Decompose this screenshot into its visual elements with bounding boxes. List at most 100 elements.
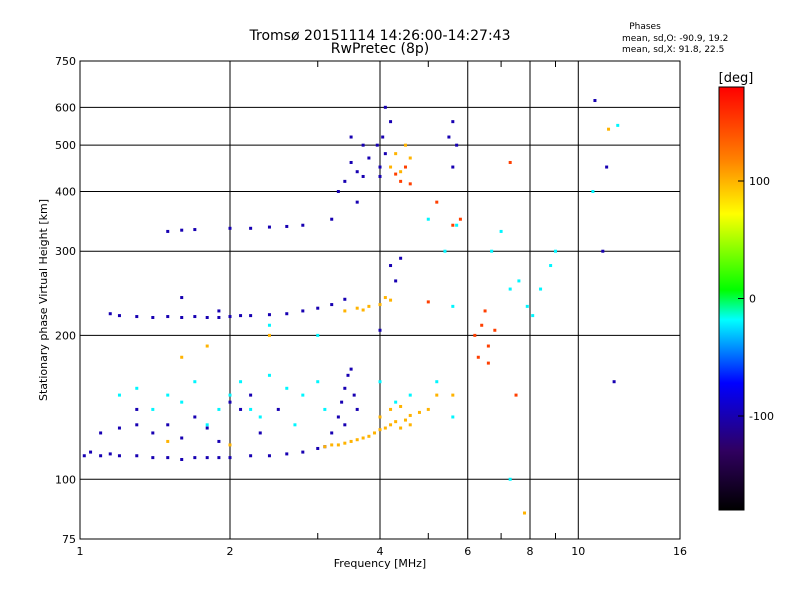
data-point bbox=[399, 179, 403, 183]
data-point bbox=[443, 249, 447, 253]
data-point bbox=[403, 418, 407, 422]
data-point bbox=[135, 454, 139, 458]
data-point bbox=[493, 328, 497, 332]
data-point bbox=[593, 99, 597, 103]
data-point bbox=[490, 249, 494, 253]
data-point bbox=[549, 264, 553, 268]
data-point bbox=[151, 456, 155, 460]
chart-title: Tromsø 20151114 14:26:00-14:27:43 bbox=[249, 28, 511, 44]
data-point bbox=[451, 165, 455, 169]
data-points bbox=[82, 99, 620, 515]
colorbar-ticks: 100 0 -100 bbox=[738, 175, 774, 423]
data-point bbox=[408, 393, 412, 397]
data-point bbox=[301, 309, 305, 313]
y-tick-label: 400 bbox=[55, 185, 76, 198]
colorbar-tick-label: -100 bbox=[749, 410, 774, 423]
data-point bbox=[378, 428, 382, 432]
x-tick-label: 10 bbox=[571, 545, 585, 558]
data-point bbox=[249, 314, 253, 318]
data-point bbox=[166, 229, 170, 233]
data-point bbox=[267, 333, 271, 337]
data-point bbox=[228, 456, 232, 460]
data-point bbox=[539, 287, 543, 291]
data-point bbox=[355, 407, 359, 411]
data-point bbox=[499, 229, 503, 233]
x-tick-label: 8 bbox=[527, 545, 534, 558]
x-tick-label: 16 bbox=[673, 545, 687, 558]
data-point bbox=[180, 296, 184, 300]
data-point bbox=[508, 287, 512, 291]
data-point bbox=[205, 426, 209, 430]
data-point bbox=[553, 249, 557, 253]
data-point bbox=[151, 407, 155, 411]
data-point bbox=[99, 454, 103, 458]
data-point bbox=[135, 386, 139, 390]
data-point bbox=[166, 439, 170, 443]
data-point bbox=[346, 373, 350, 377]
data-point bbox=[394, 400, 398, 404]
data-point bbox=[249, 226, 253, 230]
data-point bbox=[217, 407, 221, 411]
data-point bbox=[180, 315, 184, 319]
data-point bbox=[330, 443, 334, 447]
data-point bbox=[383, 426, 387, 430]
data-point bbox=[258, 431, 262, 435]
data-point bbox=[394, 279, 398, 283]
data-point bbox=[117, 314, 121, 318]
data-point bbox=[166, 423, 170, 427]
data-point bbox=[343, 423, 347, 427]
data-point bbox=[267, 313, 271, 317]
data-point bbox=[349, 439, 353, 443]
data-point bbox=[486, 361, 490, 365]
data-point bbox=[355, 200, 359, 204]
data-point bbox=[151, 431, 155, 435]
data-point bbox=[525, 304, 529, 308]
data-point bbox=[361, 436, 365, 440]
data-point bbox=[135, 407, 139, 411]
data-point bbox=[408, 156, 412, 160]
data-point bbox=[375, 143, 379, 147]
data-point bbox=[228, 443, 232, 447]
data-point bbox=[205, 315, 209, 319]
data-point bbox=[336, 443, 340, 447]
x-axis-label: Frequency [MHz] bbox=[334, 557, 426, 570]
data-point bbox=[508, 477, 512, 481]
y-tick-label: 600 bbox=[55, 101, 76, 114]
x-tick-label: 4 bbox=[377, 545, 384, 558]
data-point bbox=[383, 105, 387, 109]
data-point bbox=[399, 170, 403, 174]
data-point bbox=[343, 441, 347, 445]
data-point bbox=[217, 309, 221, 313]
data-point bbox=[349, 135, 353, 139]
data-point bbox=[330, 431, 334, 435]
data-point bbox=[451, 223, 455, 227]
data-point bbox=[336, 415, 340, 419]
data-point bbox=[349, 160, 353, 164]
data-point bbox=[205, 423, 209, 427]
data-point bbox=[399, 404, 403, 408]
data-point bbox=[343, 309, 347, 313]
data-point bbox=[378, 165, 382, 169]
data-point bbox=[394, 152, 398, 156]
data-point bbox=[228, 400, 232, 404]
data-point bbox=[417, 410, 421, 414]
data-point bbox=[166, 393, 170, 397]
data-point bbox=[605, 165, 609, 169]
data-point bbox=[180, 436, 184, 440]
data-point bbox=[612, 380, 616, 384]
data-point bbox=[408, 182, 412, 186]
data-point bbox=[435, 393, 439, 397]
data-point bbox=[180, 400, 184, 404]
data-point bbox=[426, 300, 430, 304]
colorbar-label: [deg] bbox=[719, 71, 754, 86]
data-point bbox=[239, 380, 243, 384]
data-point bbox=[607, 127, 611, 131]
phases-label: Phases bbox=[629, 22, 661, 32]
data-point bbox=[355, 170, 359, 174]
data-point bbox=[458, 217, 462, 221]
data-point bbox=[517, 279, 521, 283]
data-point bbox=[389, 423, 393, 427]
axis-ticks: 1 2 4 6 8 10 16 75 100 200 300 400 500 600 750 bbox=[55, 55, 687, 558]
data-point bbox=[193, 315, 197, 319]
data-point bbox=[367, 156, 371, 160]
